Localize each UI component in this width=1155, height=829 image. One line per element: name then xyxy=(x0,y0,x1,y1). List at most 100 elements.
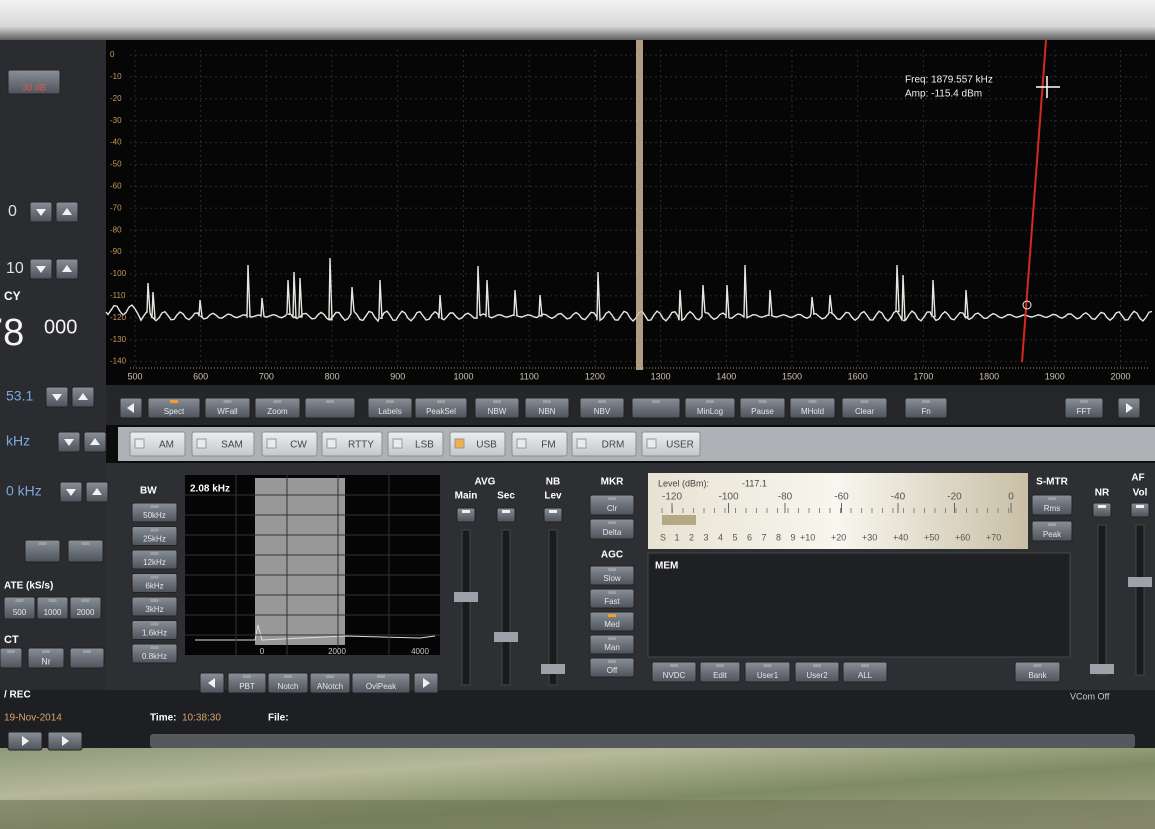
button-label: 3kHz xyxy=(145,605,163,614)
button-label: Off xyxy=(607,666,618,675)
button-led xyxy=(861,400,869,403)
button-label: Med xyxy=(604,620,620,629)
frequency-digits: 78 xyxy=(0,312,24,354)
x-axis-label: 1600 xyxy=(848,371,868,381)
x-axis-label: 1700 xyxy=(913,371,933,381)
button-led xyxy=(1136,505,1144,508)
slider-track xyxy=(1098,525,1106,675)
mode-label: USER xyxy=(666,440,694,451)
page: 0-10-20-30-40-50-60-70-80-90-100-110-120… xyxy=(0,0,1155,829)
x-axis-label: 1100 xyxy=(520,371,539,381)
button-label: 1000 xyxy=(44,608,62,617)
button-label: Notch xyxy=(278,682,299,691)
mode-label: DRM xyxy=(602,440,625,451)
button-led xyxy=(284,675,292,678)
y-axis-label: 0 xyxy=(110,50,115,59)
section-title: AVG xyxy=(475,477,496,488)
mode-label: CW xyxy=(290,440,307,451)
spin-value: 0 xyxy=(8,203,17,220)
button-label: Peak xyxy=(1043,530,1062,539)
button-led xyxy=(30,72,38,75)
slider-knob[interactable] xyxy=(541,664,565,674)
marker-amplitude: Amp: -115.4 dBm xyxy=(905,89,982,100)
filter-axis-label: 0 xyxy=(260,647,265,656)
x-axis-label: 900 xyxy=(390,371,405,381)
button-led xyxy=(42,650,50,653)
marker-frequency: Freq: 1879.557 kHz xyxy=(905,75,993,86)
button-led xyxy=(1034,664,1042,667)
y-axis-label: -130 xyxy=(110,335,127,344)
s-scale-label: +30 xyxy=(862,532,877,542)
button-led xyxy=(82,542,90,545)
button-led xyxy=(493,400,501,403)
s-scale-label: +10 xyxy=(800,532,815,542)
level-label: Level (dBm): xyxy=(658,478,709,488)
y-axis-label: -50 xyxy=(110,160,122,169)
date: 19-Nov-2014 xyxy=(4,713,62,724)
button-label: MHold xyxy=(801,407,824,416)
x-axis-label: 700 xyxy=(259,371,274,381)
slider-knob[interactable] xyxy=(1128,577,1152,587)
x-axis-label: 800 xyxy=(325,371,340,381)
mode-led xyxy=(327,439,336,448)
button-led xyxy=(502,510,510,513)
y-axis-label: -30 xyxy=(110,116,122,125)
button-label: Edit xyxy=(713,671,728,680)
button-led xyxy=(243,675,251,678)
y-axis-label: -100 xyxy=(110,269,127,278)
button-led xyxy=(543,400,551,403)
button-led xyxy=(462,510,470,513)
button-label: NBV xyxy=(594,407,611,416)
mode-led xyxy=(647,439,656,448)
mode-led xyxy=(393,439,402,448)
section-title: S-MTR xyxy=(1036,477,1068,488)
button-led xyxy=(326,400,334,403)
spectrum-panel xyxy=(106,40,1155,385)
memory-panel xyxy=(648,553,1070,657)
button-led xyxy=(764,664,772,667)
mode-led xyxy=(455,439,464,448)
y-axis-label: -20 xyxy=(110,94,122,103)
slider-knob[interactable] xyxy=(494,632,518,642)
button-led xyxy=(608,497,616,500)
section-title: AF xyxy=(1131,473,1144,484)
time-label: Time: xyxy=(150,713,177,724)
button-label: Rms xyxy=(1044,504,1060,513)
y-axis-label: -10 xyxy=(110,72,122,81)
button-label: Fast xyxy=(604,597,620,606)
button-led xyxy=(608,614,616,617)
section-title: MKR xyxy=(601,477,625,488)
button-label: PeakSel xyxy=(426,407,456,416)
button-label: PBT xyxy=(239,682,255,691)
section-title: CT xyxy=(4,634,19,646)
dbm-scale-label: -40 xyxy=(891,492,906,503)
button-label: Bank xyxy=(1028,671,1047,680)
s-scale-label: +40 xyxy=(893,532,908,542)
button-label: Nr xyxy=(41,656,51,666)
mode-led xyxy=(517,439,526,448)
vcom-status: VCom Off xyxy=(1070,691,1110,701)
section-title: MEM xyxy=(655,561,678,572)
dbm-scale-label: -100 xyxy=(718,492,738,503)
button-led xyxy=(1098,505,1106,508)
slider-track xyxy=(462,530,470,685)
button-led xyxy=(670,664,678,667)
spin-value: 10 xyxy=(6,260,24,277)
button-label: Delta xyxy=(603,528,622,537)
mode-label: RTTY xyxy=(348,440,374,451)
button-label: WFall xyxy=(217,407,238,416)
s-scale-label: 3 xyxy=(704,532,709,542)
button-led xyxy=(549,510,557,513)
x-axis-label: 1000 xyxy=(453,371,473,381)
s-scale-label: 7 xyxy=(762,532,767,542)
slider-knob[interactable] xyxy=(454,592,478,602)
button-led xyxy=(170,400,178,403)
button-label: ANotch xyxy=(317,682,343,691)
button-led xyxy=(16,599,24,602)
dbm-scale-label: -120 xyxy=(662,492,682,503)
button-label: NBW xyxy=(488,407,507,416)
button-led xyxy=(437,400,445,403)
mode-label: LSB xyxy=(415,440,434,451)
button-led xyxy=(608,521,616,524)
slider-knob[interactable] xyxy=(1090,664,1114,674)
